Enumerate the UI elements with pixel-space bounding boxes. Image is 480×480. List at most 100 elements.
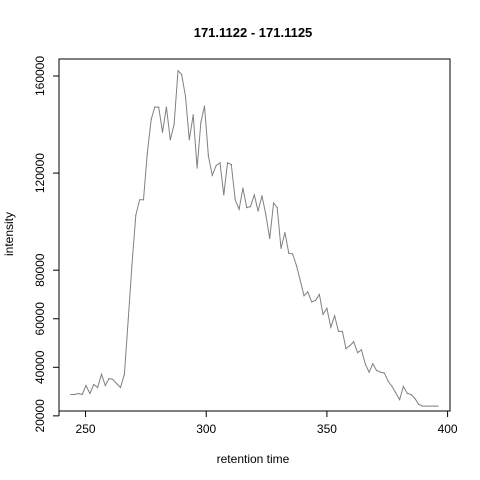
data-point [429,405,431,407]
y-axis: 20000 40000 60000 80000 120000 160000 [33,56,60,433]
data-point [383,372,385,374]
data-point [196,167,198,169]
data-point [108,377,110,380]
data-point [418,403,420,405]
data-point [395,392,397,394]
data-point [360,349,362,351]
data-point [203,105,206,107]
data-point [410,393,412,396]
data-point [211,174,213,176]
data-point [215,165,217,167]
x-axis-label: retention time [217,452,290,466]
data-point [261,195,263,197]
series-points [70,70,439,407]
data-point [89,392,91,395]
data-point [284,232,286,234]
data-point [131,265,133,267]
data-point [315,299,317,301]
data-point [330,326,332,328]
y-tick-label: 120000 [33,153,47,193]
data-point [200,121,202,123]
x-tick-label: 400 [438,422,458,436]
data-point [142,199,145,201]
data-point [74,393,76,396]
data-point [242,187,244,189]
data-point [119,386,122,389]
data-point [269,237,271,239]
x-axis: 250 300 350 400 [76,410,458,436]
y-tick-label: 40000 [33,350,47,384]
data-point [219,162,221,164]
data-point [70,393,72,396]
chart-title: 171.1122 - 171.1125 [194,25,313,40]
y-axis-label: intensity [2,212,16,256]
data-point [326,307,328,309]
data-point [169,139,171,141]
data-point [273,202,275,204]
data-point [280,247,282,249]
x-tick-label: 350 [317,422,337,436]
data-point [188,139,190,141]
y-tick-label: 80000 [33,253,47,287]
data-point [181,73,183,75]
data-point [276,207,278,209]
data-point [353,341,355,343]
data-point [93,383,95,386]
data-point [112,378,114,380]
data-point [299,279,301,281]
data-point [246,207,248,209]
data-point [368,371,370,373]
data-point [349,345,351,347]
data-point [357,352,359,354]
data-point [234,199,236,201]
data-point [249,206,251,208]
data-point [433,405,435,407]
data-point [265,214,267,216]
data-point [399,399,401,401]
data-point [146,152,148,154]
data-point [100,373,103,375]
data-point [173,123,175,126]
data-point [288,252,290,254]
data-point [223,194,225,196]
data-point [406,392,408,395]
data-point [334,315,336,317]
data-point [253,194,255,196]
data-point [379,371,382,373]
data-point [207,155,209,157]
y-tick-label: 60000 [33,302,47,336]
data-point [437,405,439,407]
data-point [341,330,343,332]
data-point [345,348,347,350]
data-point [425,405,427,407]
data-point [322,313,324,315]
data-point [192,114,194,116]
data-point [387,380,389,382]
data-point [238,208,240,210]
data-point [311,301,313,303]
data-point [177,70,179,72]
data-point [295,265,298,267]
data-point [364,363,366,365]
x-tick-label: 300 [196,422,216,436]
data-point [226,162,229,164]
data-point [391,385,393,388]
data-point [303,295,305,297]
data-point [116,383,118,385]
data-point [85,384,87,387]
data-point [292,253,294,255]
data-point [376,369,378,372]
data-point [150,118,152,120]
plot-frame [58,58,451,412]
data-point [337,330,340,332]
series-line [70,69,438,407]
data-point [257,210,259,212]
data-point [127,317,129,320]
data-point [414,398,416,400]
data-point [97,386,99,389]
data-point [158,106,160,108]
data-point [421,405,424,407]
y-tick-label: 160000 [33,56,47,96]
data-point [77,392,80,395]
data-point [184,95,187,97]
